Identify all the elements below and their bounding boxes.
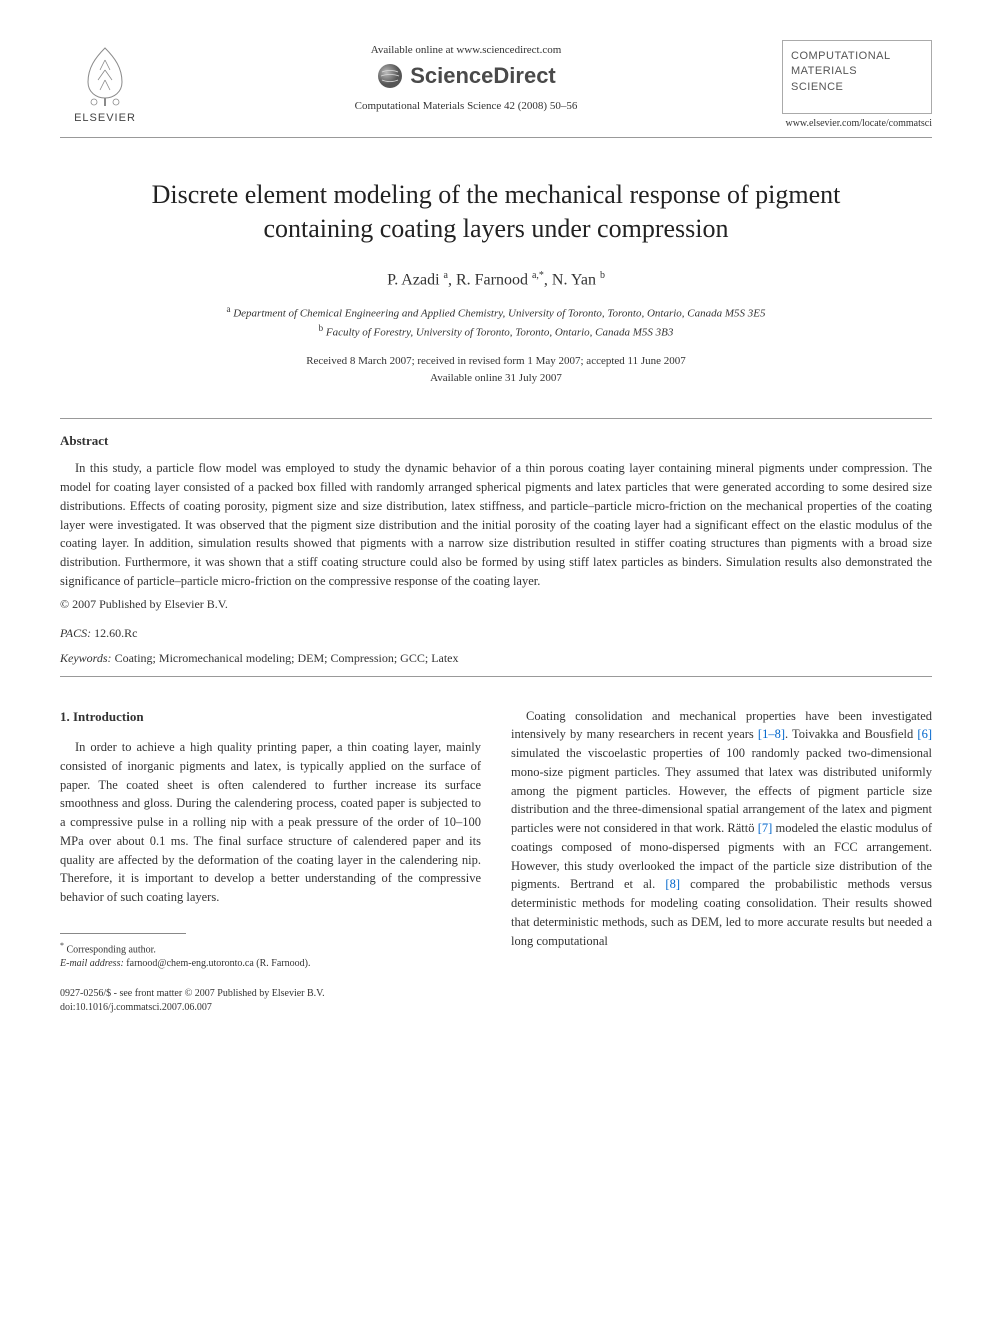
journal-cover-line1: COMPUTATIONAL — [791, 49, 923, 64]
divider — [60, 676, 932, 677]
footnote-corr: Corresponding author. — [64, 944, 156, 955]
elsevier-logo-block: ELSEVIER — [60, 40, 150, 124]
journal-reference: Computational Materials Science 42 (2008… — [355, 100, 578, 112]
keywords-value: Coating; Micromechanical modeling; DEM; … — [112, 651, 459, 665]
corresponding-author-footnote: * Corresponding author. E-mail address: … — [60, 940, 481, 971]
pacs-line: PACS: 12.60.Rc — [60, 626, 932, 641]
intro-seg2: . Toivakka and Bousfield — [785, 727, 917, 741]
abstract-copyright: © 2007 Published by Elsevier B.V. — [60, 597, 932, 612]
email-tail: (R. Farnood). — [254, 958, 311, 969]
sciencedirect-ball-icon — [376, 62, 404, 90]
abstract-body: In this study, a particle flow model was… — [60, 459, 932, 590]
author-sep: , — [544, 271, 552, 288]
author-3-affil: b — [600, 270, 605, 281]
left-column: 1. Introduction In order to achieve a hi… — [60, 707, 481, 1016]
affiliations: a Department of Chemical Engineering and… — [60, 303, 932, 341]
author-1: P. Azadi — [387, 271, 443, 288]
journal-cover-line3: SCIENCE — [791, 80, 923, 95]
page-header: ELSEVIER Available online at www.science… — [60, 40, 932, 138]
citation-link[interactable]: [1–8] — [758, 727, 785, 741]
citation-link[interactable]: [7] — [758, 821, 773, 835]
intro-heading: 1. Introduction — [60, 707, 481, 727]
citation-link[interactable]: [6] — [917, 727, 932, 741]
journal-cover-line2: MATERIALS — [791, 64, 923, 79]
affil-b-text: Faculty of Forestry, University of Toron… — [323, 327, 673, 339]
email-address: farnood@chem-eng.utoronto.ca — [124, 958, 254, 969]
author-2-affil: a,* — [532, 270, 544, 281]
abstract-heading: Abstract — [60, 433, 932, 449]
affiliation-a: a Department of Chemical Engineering and… — [60, 303, 932, 322]
author-sep: , — [448, 271, 456, 288]
center-header: Available online at www.sciencedirect.co… — [150, 40, 782, 112]
journal-cover-column: COMPUTATIONAL MATERIALS SCIENCE www.else… — [782, 40, 932, 129]
keywords-label: Keywords: — [60, 651, 112, 665]
article-title: Discrete element modeling of the mechani… — [100, 178, 892, 246]
elsevier-label: ELSEVIER — [74, 112, 136, 124]
available-online-text: Available online at www.sciencedirect.co… — [371, 44, 562, 56]
intro-para-left: In order to achieve a high quality print… — [60, 738, 481, 907]
author-2: R. Farnood — [456, 271, 532, 288]
divider — [60, 418, 932, 419]
article-dates: Received 8 March 2007; received in revis… — [60, 353, 932, 386]
pacs-label: PACS: — [60, 626, 91, 640]
intro-para-right: Coating consolidation and mechanical pro… — [511, 707, 932, 951]
keywords-line: Keywords: Coating; Micromechanical model… — [60, 651, 932, 666]
right-column: Coating consolidation and mechanical pro… — [511, 707, 932, 1016]
author-list: P. Azadi a, R. Farnood a,*, N. Yan b — [60, 270, 932, 289]
elsevier-tree-icon — [70, 40, 140, 110]
footnote-rule — [60, 933, 186, 934]
journal-cover-box: COMPUTATIONAL MATERIALS SCIENCE — [782, 40, 932, 114]
issn-line1: 0927-0256/$ - see front matter © 2007 Pu… — [60, 987, 481, 1001]
citation-link[interactable]: [8] — [665, 877, 680, 891]
dates-line2: Available online 31 July 2007 — [60, 370, 932, 387]
doi-line: doi:10.1016/j.commatsci.2007.06.007 — [60, 1001, 481, 1015]
email-label: E-mail address: — [60, 958, 124, 969]
journal-url: www.elsevier.com/locate/commatsci — [785, 118, 932, 129]
sciencedirect-text: ScienceDirect — [410, 63, 556, 89]
affiliation-b: b Faculty of Forestry, University of Tor… — [60, 322, 932, 341]
author-3: N. Yan — [552, 271, 600, 288]
pacs-value: 12.60.Rc — [91, 626, 137, 640]
body-columns: 1. Introduction In order to achieve a hi… — [60, 707, 932, 1016]
dates-line1: Received 8 March 2007; received in revis… — [60, 353, 932, 370]
sciencedirect-logo: ScienceDirect — [376, 62, 556, 90]
affil-a-text: Department of Chemical Engineering and A… — [230, 308, 765, 320]
issn-block: 0927-0256/$ - see front matter © 2007 Pu… — [60, 987, 481, 1015]
